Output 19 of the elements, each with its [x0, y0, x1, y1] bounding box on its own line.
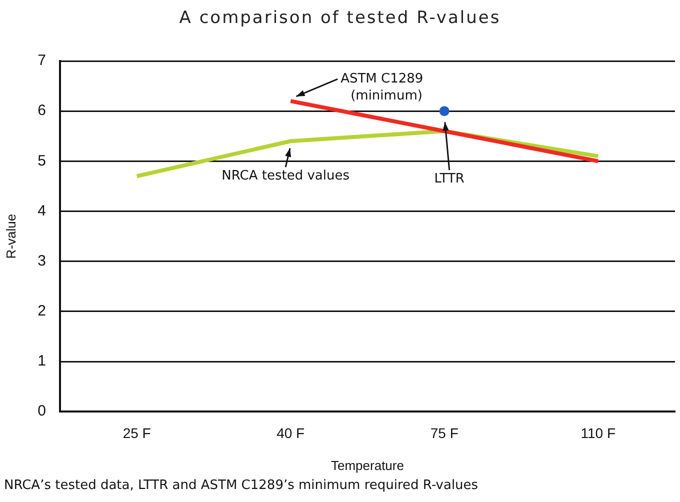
- text: NRCA’s tested data, LTTR and ASTM C1289’s minimum required R-values: [4, 478, 478, 493]
- y-tick-label: 1: [38, 352, 46, 370]
- x-tick-label: 110 F: [580, 424, 616, 441]
- series-label: NRCA tested values: [222, 168, 350, 184]
- y-tick-label: 0: [38, 402, 46, 420]
- y-tick-label: 5: [38, 152, 46, 170]
- y-axis-title: R-value: [3, 214, 18, 259]
- chart-title: A comparison of tested R-values: [178, 8, 502, 28]
- y-tick-label: 3: [38, 252, 46, 270]
- text: LTTR: [434, 171, 464, 186]
- y-tick-label: 7: [38, 52, 46, 70]
- series-label: ASTM C1289 (minimum): [340, 71, 424, 104]
- y-tick-label: 4: [38, 202, 46, 220]
- y-tick-label: 2: [38, 302, 46, 320]
- y-tick-label: 6: [38, 102, 46, 120]
- x-tick-label: 75 F: [430, 424, 458, 441]
- x-axis-title: Temperature: [330, 458, 404, 473]
- x-tick-label: 25 F: [122, 424, 151, 441]
- x-tick-label: 40 F: [276, 424, 305, 441]
